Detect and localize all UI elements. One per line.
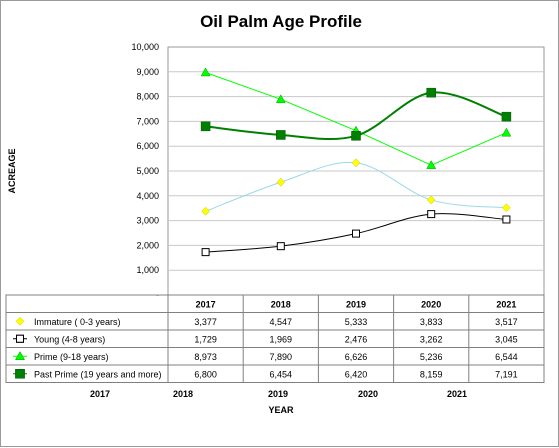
legend-marker	[15, 369, 25, 379]
table-value: 6,544	[495, 352, 518, 362]
bottom-axis-label: 2021	[447, 389, 467, 399]
x-tick-label: 2017	[196, 299, 216, 309]
legend-marker	[15, 351, 25, 360]
y-tick-label: 3,000	[136, 216, 159, 226]
table-value: 6,420	[345, 369, 368, 379]
data-point	[276, 177, 286, 187]
legend-entry: Young (4-8 years)	[34, 334, 105, 344]
table-value: 6,454	[270, 369, 293, 379]
data-point	[426, 160, 437, 169]
data-point	[426, 195, 436, 205]
x-tick-label: 2020	[421, 299, 441, 309]
table-value: 5,236	[420, 352, 443, 362]
table-value: 1,969	[270, 334, 293, 344]
bottom-axis-label: 2020	[358, 389, 378, 399]
legend-entry: Prime (9-18 years)	[34, 352, 109, 362]
table-value: 6,626	[345, 352, 368, 362]
x-axis-label: YEAR	[268, 405, 294, 415]
data-point	[352, 229, 360, 238]
table-value: 2,476	[345, 334, 368, 344]
y-tick-label: 8,000	[136, 92, 159, 102]
table-value: 3,377	[194, 317, 217, 327]
table-value: 3,517	[495, 317, 518, 327]
table-value: 8,973	[194, 352, 217, 362]
table-value: 3,262	[420, 334, 443, 344]
data-point	[276, 242, 285, 251]
data-point	[276, 130, 286, 140]
table-value: 4,547	[270, 317, 293, 327]
data-point	[426, 87, 436, 98]
data-point	[200, 121, 211, 132]
y-tick-label: 6,000	[136, 141, 159, 151]
data-point	[200, 67, 211, 77]
y-tick-label: 5,000	[136, 166, 159, 176]
x-tick-label: 2018	[271, 299, 291, 309]
y-tick-label: 4,000	[136, 191, 159, 201]
y-tick-label: 7,000	[136, 116, 159, 126]
data-point	[275, 94, 286, 104]
y-tick-label: 2,000	[136, 240, 159, 250]
legend-entry: Past Prime (19 years and more)	[34, 369, 162, 379]
table-value: 8,159	[420, 369, 443, 379]
data-point	[502, 215, 511, 224]
table-value: 7,890	[270, 352, 293, 362]
bottom-axis-label: 2018	[173, 389, 193, 399]
legend-marker	[16, 334, 24, 343]
data-point	[351, 158, 361, 168]
data-point	[502, 203, 511, 213]
bottom-axis-label: 2019	[268, 389, 288, 399]
data-point	[501, 127, 512, 137]
chart-title: Oil Palm Age Profile	[200, 12, 362, 31]
table-value: 3,833	[420, 317, 443, 327]
table-value: 1,729	[194, 334, 217, 344]
table-value: 5,333	[345, 317, 368, 327]
y-tick-label: 1,000	[136, 265, 159, 275]
data-point	[201, 248, 210, 257]
data-point	[501, 111, 512, 122]
x-tick-label: 2019	[346, 299, 366, 309]
table-value: 7,191	[495, 369, 518, 379]
bottom-axis-label: 2017	[90, 389, 110, 399]
data-point	[427, 210, 436, 219]
y-axis-label: ACREAGE	[7, 148, 17, 193]
data-point	[201, 206, 210, 216]
data-point	[351, 131, 361, 141]
legend-entry: Immature ( 0-3 years)	[34, 317, 121, 327]
table-value: 3,045	[495, 334, 518, 344]
y-tick-label: 9,000	[136, 67, 159, 77]
y-tick-label: 10,000	[131, 42, 159, 52]
table-value: 6,800	[194, 369, 217, 379]
legend-marker	[15, 316, 25, 326]
x-tick-label: 2021	[496, 299, 516, 309]
